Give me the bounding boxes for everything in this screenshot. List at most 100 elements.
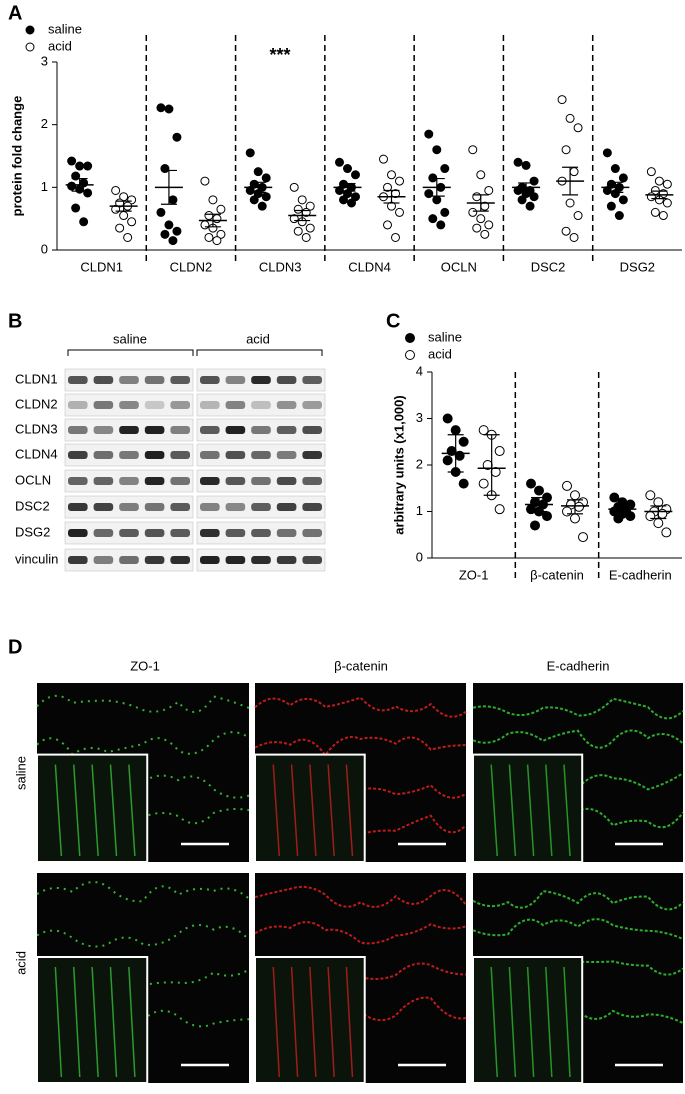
data-point [625, 511, 636, 522]
inset-stain [109, 966, 118, 1078]
data-point [525, 201, 535, 211]
data-point [618, 195, 628, 205]
data-point [339, 195, 348, 205]
data-point [440, 164, 450, 174]
blot-band [119, 451, 139, 459]
data-point [468, 207, 478, 217]
x-tick-label: ZO-1 [459, 567, 489, 582]
inset-stain [272, 764, 281, 857]
blot-band [302, 426, 322, 434]
blot-band [276, 451, 297, 459]
x-tick-label: CLDN3 [259, 259, 302, 274]
data-point [442, 413, 453, 424]
data-point [662, 198, 672, 208]
data-point [472, 192, 482, 202]
inset-stain [128, 764, 136, 857]
blot-band [200, 556, 220, 564]
data-point [253, 167, 263, 177]
blot-band [200, 451, 220, 459]
x-tick-label: OCLN [441, 259, 477, 274]
data-point [658, 211, 668, 221]
data-point [646, 192, 656, 202]
panel-label: C [386, 310, 400, 332]
blot-band [119, 477, 139, 485]
data-point [216, 204, 226, 214]
data-point [530, 520, 540, 531]
inset-stain [290, 966, 299, 1078]
data-point [204, 232, 214, 242]
data-point [645, 490, 656, 501]
data-point [561, 226, 571, 236]
data-point [200, 220, 210, 230]
data-point [534, 485, 544, 496]
data-point [562, 480, 572, 491]
legend-label: saline [428, 329, 462, 344]
data-point [212, 236, 222, 246]
data-point [513, 157, 523, 167]
data-point [569, 232, 579, 242]
data-point [573, 123, 583, 133]
membrane-stain [254, 921, 467, 945]
data-point [442, 455, 453, 466]
data-point [653, 518, 664, 529]
data-point [521, 160, 531, 170]
blot-band [68, 451, 88, 459]
data-point [391, 232, 400, 242]
blot-band [200, 426, 220, 434]
membrane-stain [472, 729, 684, 749]
x-tick-label: E-cadherin [609, 567, 672, 582]
blot-band [276, 529, 297, 537]
blot-band [251, 401, 271, 409]
blot-band [144, 477, 165, 485]
y-axis-label: arbitrary units (x1,000) [391, 395, 406, 534]
blot-band [225, 426, 246, 434]
inset-stain [72, 764, 81, 857]
data-point [168, 195, 178, 205]
panel-label: D [8, 636, 22, 658]
data-point [476, 214, 486, 224]
membrane-stain [254, 885, 467, 908]
blot-group: saline [113, 331, 147, 346]
blot-band [225, 529, 246, 537]
blot-band [251, 529, 271, 537]
blot-strip [64, 393, 194, 417]
blot-band [93, 376, 114, 384]
data-point [529, 176, 539, 186]
blot-band [170, 529, 190, 537]
inset-stain [128, 966, 136, 1078]
bracket [196, 349, 323, 356]
blot-band [119, 556, 139, 564]
data-point [602, 148, 612, 158]
data-point [478, 478, 489, 489]
data-point [484, 220, 494, 230]
data-point [67, 181, 77, 191]
blot-band [119, 426, 139, 434]
data-point [289, 182, 299, 192]
data-point [335, 157, 344, 167]
blot-band [251, 426, 271, 434]
row-label: acid [13, 951, 28, 975]
data-point [83, 188, 93, 198]
blot-band [200, 503, 220, 511]
blot-band [93, 451, 114, 459]
blot-band [302, 376, 322, 384]
data-point [526, 478, 536, 489]
blot-row-label: CLDN2 [15, 396, 58, 411]
blot-band [68, 376, 88, 384]
data-point [123, 232, 133, 242]
blot-band [225, 556, 246, 564]
data-point [424, 129, 434, 139]
x-tick-label: β-catenin [530, 567, 584, 582]
data-point [387, 170, 396, 180]
western-blot: saline acid CLDN1 CLDN2 CLDN3 CLDN4 OCLN DSC2… [15, 331, 326, 572]
data-point [436, 220, 446, 230]
y-tick-label: 0 [416, 549, 423, 564]
inset-stain [54, 764, 63, 857]
data-point [119, 211, 129, 221]
data-point [67, 156, 77, 166]
blot-row-label: CLDN1 [15, 371, 58, 386]
data-point [208, 195, 218, 205]
data-point [562, 506, 572, 517]
blot-band [170, 376, 190, 384]
blot-row-label: DSG2 [15, 524, 50, 539]
